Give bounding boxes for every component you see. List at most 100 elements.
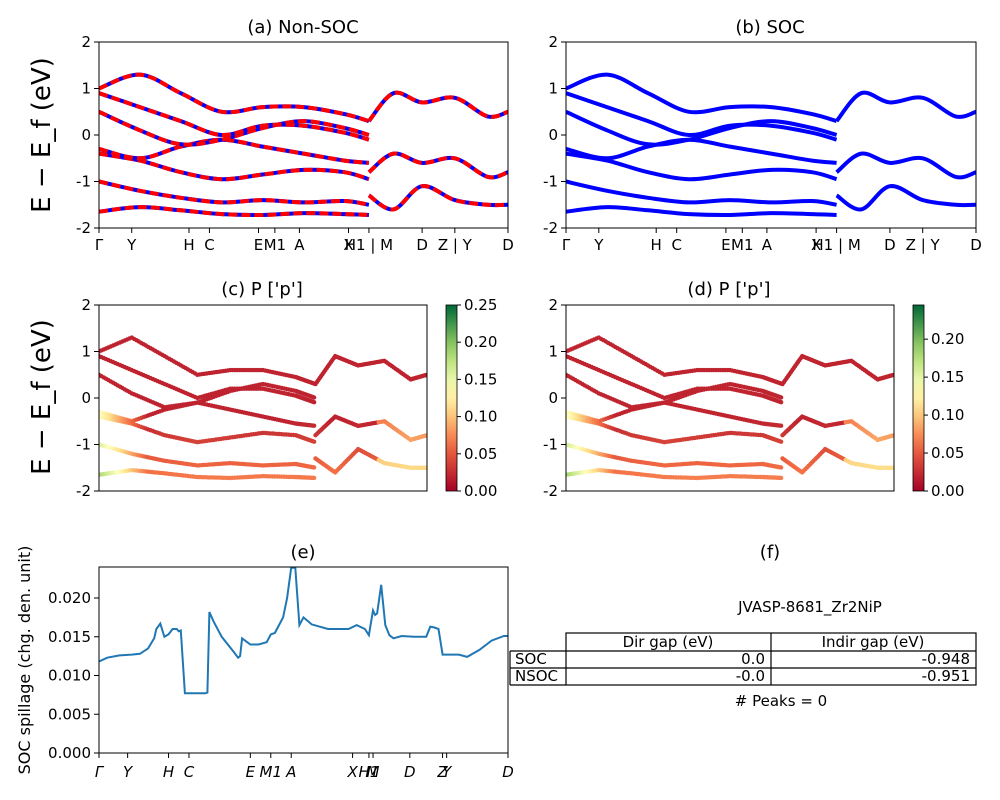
col-header-indir: Indir gap (eV): [822, 633, 925, 651]
axes-frame-c: [98, 304, 428, 492]
xtick-label-b-11: D: [970, 236, 982, 254]
xtick-label-b-6: A: [762, 236, 773, 254]
xtick-label-a-8: H1 | M: [345, 236, 393, 254]
band-dash-a-3: [99, 137, 370, 165]
xtick-label-e-10: D: [404, 763, 416, 781]
xtick-label-a-9: D: [416, 236, 428, 254]
point-d-587: [778, 400, 784, 405]
panel-c-title: (c) P ['p']: [221, 279, 303, 300]
xtick-label-e-5: M1: [260, 763, 283, 781]
ytick-label-a-3: 1: [81, 80, 91, 98]
material-id: JVASP-8681_Zr2NiP: [737, 598, 882, 617]
xtick-label-a-6: A: [294, 236, 305, 254]
band-b-8: [835, 151, 976, 180]
band-ylabel-middle: E − E_f (eV): [27, 319, 57, 475]
xtick-label-b-4: E: [721, 236, 730, 254]
xtick-label-a-3: C: [204, 236, 214, 254]
xtick-label-e-6: A: [285, 763, 296, 781]
xtick-label-b-2: H: [651, 236, 662, 254]
point-d-195: [778, 465, 784, 470]
cbar-tick-label-d-3: 0.15: [931, 368, 964, 386]
ytick-label-b-0: -2: [543, 219, 558, 237]
ytick-label-b-3: 1: [548, 80, 558, 98]
band-dash-a-1: [99, 179, 370, 207]
xtick-label-a-5: M1: [264, 236, 287, 254]
xtick-label-e-13: D: [502, 763, 514, 781]
ytick-label-d-2: 0: [548, 389, 558, 407]
cbar-tick-label-d-4: 0.20: [931, 330, 964, 348]
ytick-label-d-4: 2: [548, 296, 558, 314]
point-c-293: [311, 439, 317, 444]
band-dash-a-0: [99, 205, 369, 218]
band-dash-a-7: [367, 90, 508, 123]
cbar-tick-label-c-4: 0.20: [464, 333, 497, 351]
peaks-label: # Peaks = 0: [735, 692, 827, 710]
xtick-label-a-10: Z | Y: [438, 236, 473, 254]
axes-frame-d: [565, 304, 895, 492]
xtick-label-e-2: H: [163, 763, 174, 781]
xtick-label-b-0: Γ: [562, 236, 571, 254]
ytick-label-a-2: 0: [81, 126, 91, 144]
cbar-tick-label-c-1: 0.05: [464, 445, 497, 463]
xtick-label-b-7: X: [811, 236, 821, 254]
point-c-825: [423, 433, 427, 438]
point-d-97: [778, 475, 784, 481]
band-dash-a-8: [367, 151, 508, 180]
cell-soc-dir: 0.0: [741, 650, 765, 668]
panel-c-plot: -2 -1 0 1 2 0.00 0.05 0.10 0.15 0.20 0.25: [76, 296, 497, 500]
col-header-dir: Dir gap (eV): [623, 633, 714, 651]
xtick-label-e-12: Y: [442, 763, 453, 781]
colorbar-d: [912, 304, 925, 492]
gap-table: [509, 632, 977, 686]
point-c-755: [423, 372, 427, 378]
xtick-label-b-9: D: [884, 236, 896, 254]
band-b-1: [566, 179, 837, 207]
panel-d-title: (d) P ['p']: [687, 279, 770, 300]
ytick-label-c-1: -1: [76, 436, 91, 454]
point-c-895: [423, 465, 427, 470]
band-b-6: [566, 72, 838, 124]
info-box: JVASP-8681_Zr2NiP Dir gap (eV) Indir gap…: [509, 598, 977, 710]
xtick-label-e-0: Γ: [95, 763, 105, 781]
band-b-5: [566, 91, 838, 142]
point-c-489: [311, 395, 317, 400]
axes-frame-e: [98, 566, 509, 754]
ytick-label-d-0: -2: [543, 482, 558, 500]
xtick-label-a-1: Y: [126, 236, 137, 254]
ytick-label-e-3: 0.015: [48, 628, 91, 646]
band-b-0: [566, 205, 837, 218]
xtick-label-b-3: C: [671, 236, 681, 254]
point-d-755: [890, 372, 894, 378]
xtick-label-a-11: D: [502, 236, 514, 254]
point-d-391: [778, 423, 784, 428]
xtick-label-e-3: C: [184, 763, 195, 781]
band-dash-a-2: [99, 151, 370, 182]
band-b-2: [566, 151, 838, 182]
point-c-195: [311, 465, 317, 470]
band-ylabel-top: E − E_f (eV): [27, 57, 57, 213]
band-dash-a-5: [99, 91, 370, 142]
ytick-label-a-1: -1: [76, 173, 91, 191]
ytick-label-d-3: 1: [548, 343, 558, 361]
ytick-label-c-3: 1: [81, 343, 91, 361]
cbar-tick-label-d-1: 0.05: [931, 444, 964, 462]
cell-nsoc-dir: -0.0: [736, 667, 765, 685]
xtick-label-b-5: M1: [731, 236, 754, 254]
xtick-label-e-4: E: [246, 763, 256, 781]
band-dash-a-4: [99, 109, 370, 147]
point-d-895: [890, 465, 894, 470]
panel-b-title: (b) SOC: [735, 17, 804, 38]
panel-e-title: (e): [290, 542, 315, 563]
ytick-label-c-2: 0: [81, 389, 91, 407]
point-d-293: [778, 439, 784, 444]
cbar-tick-label-c-3: 0.15: [464, 370, 497, 388]
ytick-label-e-2: 0.010: [48, 667, 91, 685]
band-b-3: [566, 137, 837, 165]
row-label-nsoc: NSOC: [515, 667, 558, 685]
spillage-ylabel: SOC spillage (chg. den. unit): [15, 546, 34, 775]
point-d-825: [890, 433, 894, 438]
cell-nsoc-indir: -0.951: [922, 667, 970, 685]
band-a-6: [99, 72, 370, 124]
ytick-label-b-1: -1: [543, 173, 558, 191]
